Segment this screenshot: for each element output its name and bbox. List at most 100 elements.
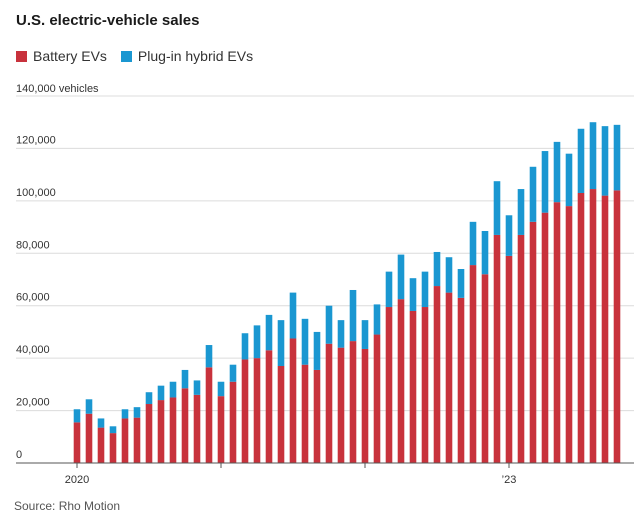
- legend-item-phev: Plug-in hybrid EVs: [120, 48, 254, 64]
- bar-battery-13: [229, 381, 237, 463]
- bar-phev-36: [505, 215, 513, 256]
- bar-phev-45: [613, 124, 621, 191]
- bar-phev-29: [421, 271, 429, 308]
- bar-battery-15: [253, 358, 261, 463]
- bar-phev-15: [253, 325, 261, 359]
- bar-battery-41: [565, 206, 573, 463]
- bar-battery-2: [97, 427, 105, 463]
- bar-battery-34: [481, 274, 489, 463]
- y-tick-label-6: 120,000: [16, 134, 56, 146]
- bar-phev-31: [445, 257, 453, 293]
- bar-phev-2: [97, 418, 105, 428]
- bar-phev-11: [205, 345, 213, 368]
- bar-phev-44: [601, 126, 609, 196]
- y-tick-label-5: 100,000: [16, 187, 56, 199]
- bar-phev-28: [409, 278, 417, 311]
- y-tick-label-4: 80,000: [16, 239, 50, 251]
- bar-phev-18: [289, 292, 297, 339]
- bar-phev-4: [121, 409, 129, 419]
- bar-phev-27: [397, 254, 405, 300]
- bar-phev-22: [337, 320, 345, 348]
- bar-phev-7: [157, 385, 165, 401]
- bar-phev-8: [169, 381, 177, 398]
- bar-phev-25: [373, 304, 381, 335]
- y-tick-label-3: 60,000: [16, 292, 50, 304]
- bar-battery-18: [289, 338, 297, 463]
- legend-swatch-battery: [16, 50, 27, 62]
- bar-battery-6: [145, 404, 153, 463]
- bar-phev-5: [133, 407, 141, 418]
- bar-phev-1: [85, 399, 93, 414]
- bar-phev-10: [193, 380, 201, 395]
- bar-battery-17: [277, 366, 285, 463]
- bar-battery-9: [181, 388, 189, 463]
- bar-battery-44: [601, 195, 609, 463]
- chart-title: U.S. electric-vehicle sales: [16, 12, 200, 29]
- bar-phev-16: [265, 314, 273, 351]
- bar-phev-24: [361, 320, 369, 349]
- bar-battery-42: [577, 192, 585, 463]
- y-unit-label: 140,000 vehicles: [16, 83, 99, 95]
- y-tick-label-2: 40,000: [16, 344, 50, 356]
- bar-phev-39: [541, 151, 549, 213]
- bar-phev-23: [349, 289, 357, 342]
- bar-phev-0: [73, 409, 81, 423]
- bar-phev-43: [589, 122, 597, 190]
- bar-phev-13: [229, 364, 237, 382]
- bar-battery-39: [541, 212, 549, 463]
- bar-battery-45: [613, 190, 621, 463]
- bar-battery-25: [373, 334, 381, 463]
- bar-battery-21: [325, 343, 333, 463]
- bar-battery-11: [205, 367, 213, 463]
- bar-phev-32: [457, 269, 465, 298]
- bar-battery-26: [385, 307, 393, 463]
- bar-battery-33: [469, 265, 477, 463]
- bar-battery-8: [169, 397, 177, 463]
- bar-battery-22: [337, 347, 345, 463]
- bar-battery-5: [133, 417, 141, 463]
- bar-battery-20: [313, 369, 321, 463]
- bar-battery-24: [361, 348, 369, 463]
- bar-battery-3: [109, 433, 117, 463]
- bar-battery-1: [85, 413, 93, 463]
- y-tick-label-0: 0: [16, 449, 22, 461]
- bar-phev-9: [181, 369, 189, 389]
- y-tick-label-1: 20,000: [16, 397, 50, 409]
- bar-phev-33: [469, 221, 477, 266]
- bar-battery-28: [409, 310, 417, 463]
- x-tick-label-36: ’23: [502, 474, 517, 486]
- x-tick-label-0: 2020: [65, 474, 89, 486]
- bar-battery-10: [193, 394, 201, 463]
- source-note: Source: Rho Motion: [14, 499, 121, 513]
- bar-phev-38: [529, 166, 537, 222]
- bar-phev-37: [517, 189, 525, 235]
- bar-battery-29: [421, 307, 429, 463]
- bar-phev-40: [553, 141, 561, 203]
- bar-battery-0: [73, 422, 81, 463]
- bar-phev-20: [313, 331, 321, 370]
- bar-battery-12: [217, 396, 225, 463]
- bar-battery-40: [553, 202, 561, 464]
- legend: Battery EVs Plug-in hybrid EVs: [16, 48, 267, 64]
- legend-swatch-phev: [120, 50, 132, 62]
- bar-phev-42: [577, 128, 585, 193]
- bar-phev-34: [481, 231, 489, 275]
- bar-battery-32: [457, 297, 465, 463]
- bar-battery-14: [241, 359, 249, 463]
- bar-battery-31: [445, 292, 453, 463]
- bar-phev-17: [277, 320, 285, 367]
- bar-phev-21: [325, 305, 333, 344]
- bar-battery-27: [397, 299, 405, 463]
- bar-battery-35: [493, 234, 501, 463]
- bar-battery-7: [157, 400, 165, 463]
- bar-battery-43: [589, 189, 597, 463]
- bar-battery-37: [517, 234, 525, 463]
- legend-label-phev: Plug-in hybrid EVs: [137, 48, 254, 64]
- bar-battery-36: [505, 255, 513, 463]
- bar-phev-6: [145, 392, 153, 405]
- bar-phev-30: [433, 251, 441, 287]
- bar-phev-41: [565, 153, 573, 207]
- bar-battery-30: [433, 286, 441, 463]
- bar-battery-23: [349, 341, 357, 463]
